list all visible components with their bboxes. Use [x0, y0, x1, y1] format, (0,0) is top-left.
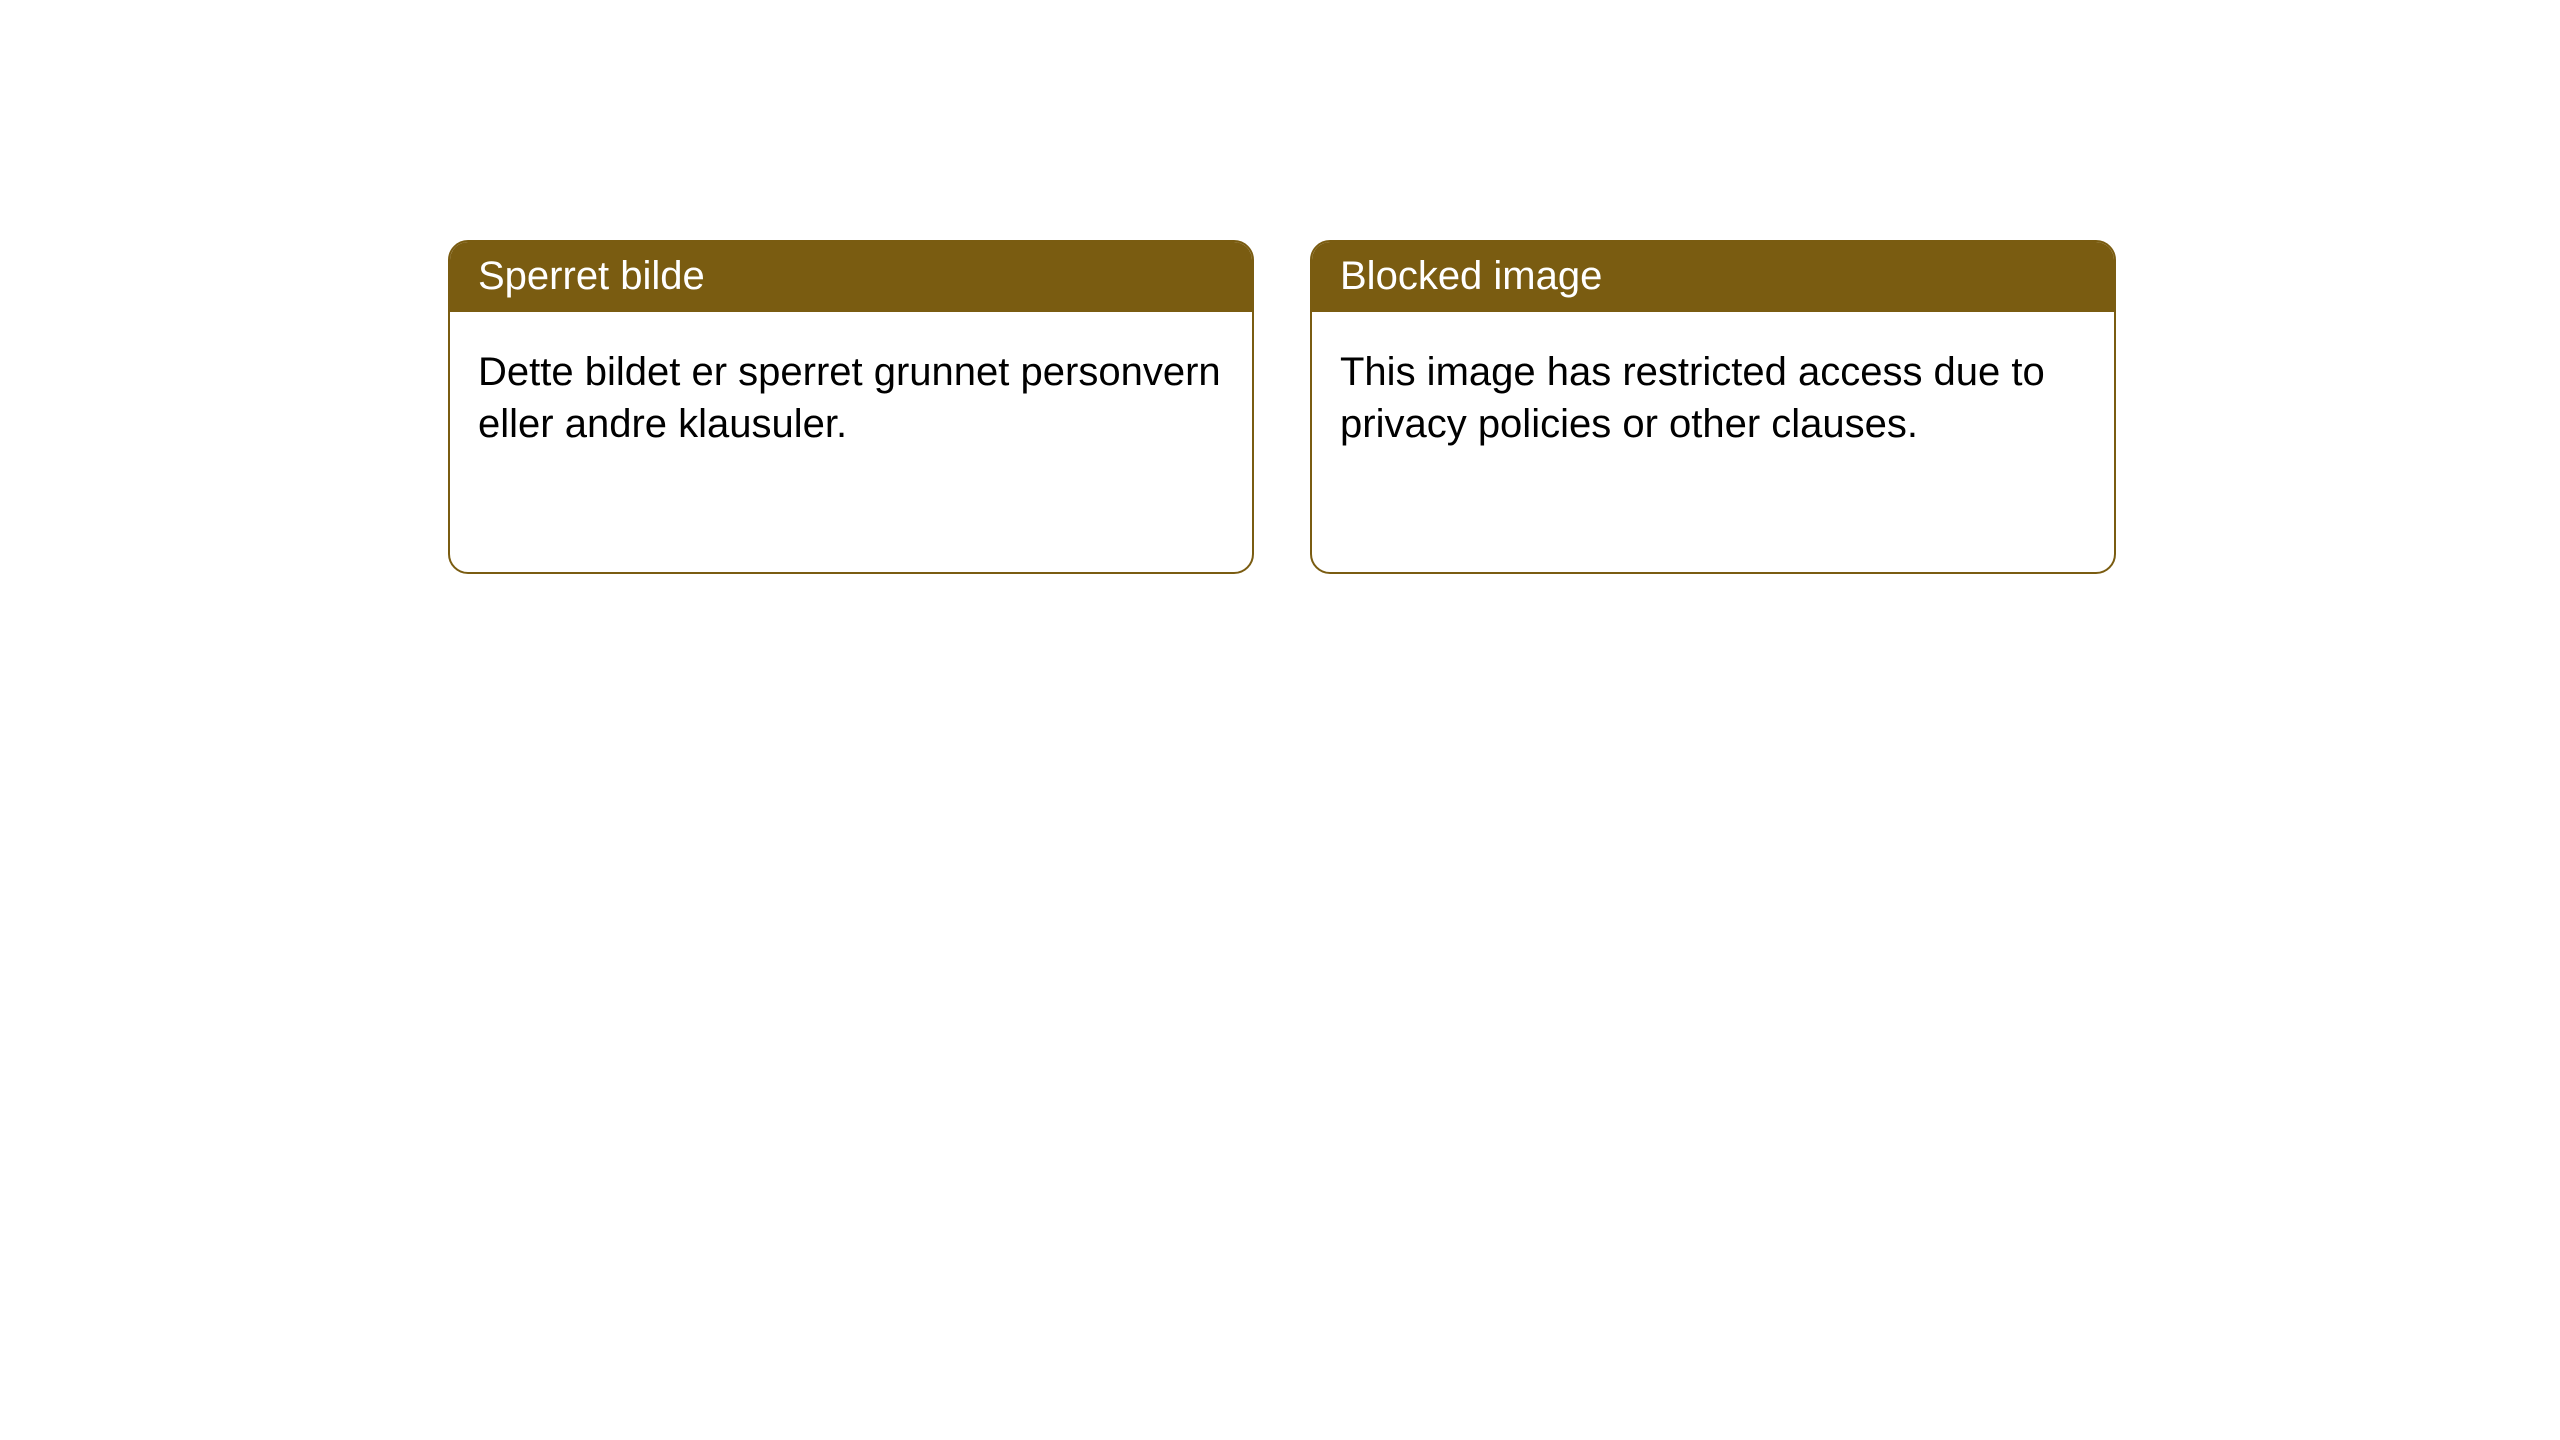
cards-container: Sperret bilde Dette bildet er sperret gr…	[448, 240, 2116, 574]
card-header-norwegian: Sperret bilde	[450, 242, 1252, 312]
card-body-english: This image has restricted access due to …	[1312, 312, 2114, 484]
card-header-english: Blocked image	[1312, 242, 2114, 312]
card-english: Blocked image This image has restricted …	[1310, 240, 2116, 574]
card-body-norwegian: Dette bildet er sperret grunnet personve…	[450, 312, 1252, 484]
card-norwegian: Sperret bilde Dette bildet er sperret gr…	[448, 240, 1254, 574]
